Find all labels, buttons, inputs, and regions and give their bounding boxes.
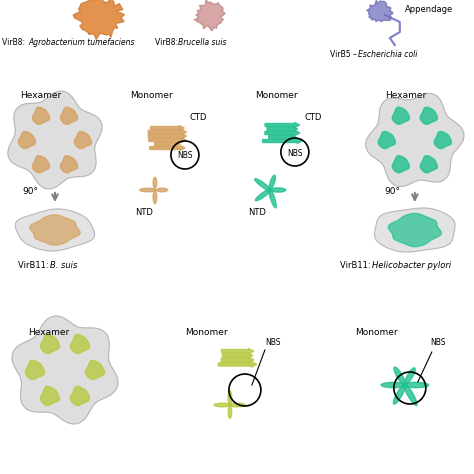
Ellipse shape xyxy=(255,179,272,191)
Text: CTD: CTD xyxy=(305,113,322,122)
Text: Brucella suis: Brucella suis xyxy=(178,38,227,47)
Text: B. suis: B. suis xyxy=(50,261,77,270)
Text: VirB5 –: VirB5 – xyxy=(330,50,359,59)
Polygon shape xyxy=(85,361,105,380)
Text: VirB8:: VirB8: xyxy=(155,38,180,47)
Polygon shape xyxy=(194,0,225,31)
Text: VirB11:: VirB11: xyxy=(340,261,373,270)
Text: NTD: NTD xyxy=(135,208,153,217)
Ellipse shape xyxy=(228,406,232,418)
Polygon shape xyxy=(388,213,441,246)
Ellipse shape xyxy=(270,175,275,189)
Polygon shape xyxy=(70,386,90,405)
Polygon shape xyxy=(392,155,410,173)
FancyArrow shape xyxy=(219,362,257,367)
Text: Helicobacter pylori: Helicobacter pylori xyxy=(372,261,451,270)
FancyArrow shape xyxy=(155,142,180,146)
Polygon shape xyxy=(70,335,90,354)
Ellipse shape xyxy=(153,177,157,188)
Polygon shape xyxy=(60,155,78,173)
FancyArrow shape xyxy=(263,138,302,144)
Ellipse shape xyxy=(402,383,428,388)
Ellipse shape xyxy=(403,383,417,406)
Text: Agrobacterium tumefaciens: Agrobacterium tumefaciens xyxy=(28,38,135,47)
Polygon shape xyxy=(420,155,438,173)
Polygon shape xyxy=(40,386,60,405)
Text: NBS: NBS xyxy=(430,338,445,347)
Polygon shape xyxy=(367,0,393,22)
Polygon shape xyxy=(378,131,395,148)
Text: Hexamer: Hexamer xyxy=(28,328,69,337)
Polygon shape xyxy=(15,209,95,251)
Polygon shape xyxy=(73,0,124,39)
Text: NBS: NBS xyxy=(265,338,281,347)
Ellipse shape xyxy=(255,189,271,201)
Polygon shape xyxy=(32,107,50,124)
Text: Escherichia coli: Escherichia coli xyxy=(358,50,417,59)
Polygon shape xyxy=(26,361,45,380)
Polygon shape xyxy=(8,91,102,189)
Ellipse shape xyxy=(381,383,407,388)
Text: NBS: NBS xyxy=(287,148,302,157)
Polygon shape xyxy=(12,316,118,424)
Ellipse shape xyxy=(271,188,286,192)
Text: Monomer: Monomer xyxy=(130,91,173,100)
FancyArrow shape xyxy=(221,348,254,354)
Polygon shape xyxy=(392,107,410,124)
Polygon shape xyxy=(18,131,36,148)
Polygon shape xyxy=(32,155,50,173)
Text: 90°: 90° xyxy=(385,187,401,196)
FancyArrow shape xyxy=(148,134,187,138)
Text: Hexamer: Hexamer xyxy=(385,91,426,100)
Polygon shape xyxy=(30,215,80,245)
FancyArrow shape xyxy=(222,353,253,358)
Ellipse shape xyxy=(228,391,232,405)
Text: NBS: NBS xyxy=(177,152,192,161)
Text: Monomer: Monomer xyxy=(185,328,228,337)
Text: VirB8:: VirB8: xyxy=(2,38,27,47)
FancyArrow shape xyxy=(151,126,184,130)
Text: 90°: 90° xyxy=(22,187,38,196)
Polygon shape xyxy=(365,93,464,186)
Text: Monomer: Monomer xyxy=(355,328,398,337)
Polygon shape xyxy=(374,208,455,252)
Ellipse shape xyxy=(269,188,276,208)
FancyArrow shape xyxy=(269,135,296,139)
Polygon shape xyxy=(74,131,91,148)
FancyArrow shape xyxy=(148,129,187,135)
FancyArrow shape xyxy=(265,122,300,128)
Ellipse shape xyxy=(394,367,405,384)
Ellipse shape xyxy=(140,188,156,192)
FancyArrow shape xyxy=(267,127,298,131)
FancyArrow shape xyxy=(265,130,300,136)
Ellipse shape xyxy=(153,191,157,204)
Text: Monomer: Monomer xyxy=(255,91,298,100)
Text: NTD: NTD xyxy=(248,208,266,217)
FancyArrow shape xyxy=(221,357,254,363)
Ellipse shape xyxy=(229,403,246,407)
Ellipse shape xyxy=(405,368,415,383)
FancyArrow shape xyxy=(149,137,186,143)
FancyArrow shape xyxy=(150,146,185,151)
Text: Appendage: Appendage xyxy=(405,5,453,14)
Text: VirB11:: VirB11: xyxy=(18,261,51,270)
Text: CTD: CTD xyxy=(190,113,207,122)
Ellipse shape xyxy=(156,188,168,192)
Ellipse shape xyxy=(393,384,406,404)
Ellipse shape xyxy=(214,403,231,407)
Polygon shape xyxy=(60,107,78,124)
Polygon shape xyxy=(40,335,60,354)
Text: Hexamer: Hexamer xyxy=(20,91,61,100)
Polygon shape xyxy=(420,107,438,124)
Polygon shape xyxy=(434,131,451,148)
